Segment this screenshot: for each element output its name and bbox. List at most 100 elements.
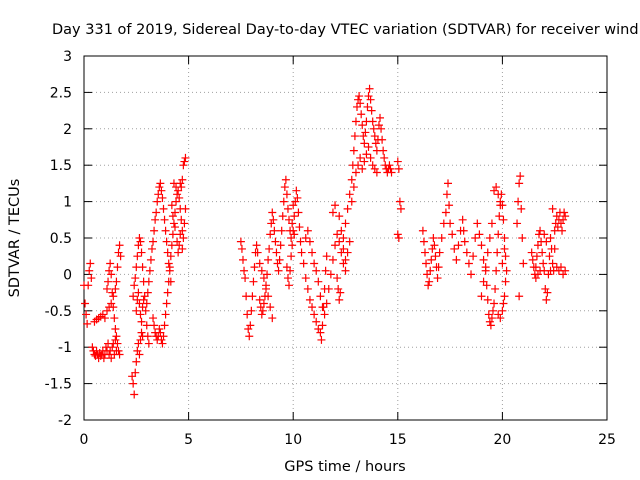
data-point <box>492 183 501 192</box>
data-point <box>477 241 486 250</box>
data-point <box>362 150 371 159</box>
data-point <box>490 299 499 308</box>
data-point <box>266 230 275 239</box>
data-point <box>155 325 164 333</box>
data-point <box>286 266 295 275</box>
data-point <box>531 263 540 272</box>
data-point <box>351 168 360 177</box>
data-point <box>380 153 389 162</box>
data-point <box>246 321 255 330</box>
data-point <box>295 223 304 232</box>
y-tick-label: 1.5 <box>50 158 72 174</box>
data-point <box>328 208 337 217</box>
data-point <box>347 197 356 206</box>
data-point <box>487 314 496 323</box>
data-point <box>550 244 559 253</box>
data-point <box>264 255 273 264</box>
data-point <box>113 339 122 348</box>
data-point <box>274 266 283 275</box>
data-point <box>169 219 178 228</box>
data-point <box>540 230 549 239</box>
data-point <box>363 102 372 111</box>
data-point <box>152 208 161 217</box>
data-point <box>419 237 428 246</box>
data-point <box>448 230 457 239</box>
data-point <box>268 314 277 323</box>
data-point <box>252 241 261 250</box>
data-point <box>176 230 185 239</box>
data-point <box>103 284 112 293</box>
data-point <box>539 259 548 268</box>
data-point <box>396 204 405 213</box>
data-point <box>260 292 269 301</box>
data-point <box>301 274 310 283</box>
data-point <box>481 263 490 272</box>
data-point <box>169 179 178 188</box>
data-point <box>240 266 249 275</box>
data-point <box>114 346 123 355</box>
data-point <box>328 255 337 264</box>
data-point <box>345 190 354 199</box>
data-point <box>129 379 138 388</box>
data-point <box>262 281 271 290</box>
data-point <box>178 244 187 253</box>
data-point <box>268 208 277 217</box>
data-point <box>282 190 291 199</box>
data-point <box>289 201 298 210</box>
data-point <box>418 226 427 235</box>
data-point <box>394 164 403 173</box>
data-point <box>83 319 92 328</box>
data-point <box>106 259 115 268</box>
data-point <box>112 332 121 341</box>
data-point <box>518 234 527 242</box>
y-tick-label: 3 <box>63 49 72 65</box>
y-tick-label: -1 <box>58 340 72 356</box>
data-point <box>513 219 522 228</box>
data-point <box>499 215 508 224</box>
data-point <box>156 179 165 188</box>
data-point <box>333 274 342 283</box>
data-point <box>336 288 345 297</box>
data-point <box>385 161 394 170</box>
data-point <box>496 314 505 323</box>
data-point <box>519 259 528 268</box>
data-point <box>299 259 308 268</box>
data-point <box>137 328 146 337</box>
data-point <box>253 248 262 257</box>
data-point <box>308 248 317 257</box>
data-point <box>556 263 565 272</box>
data-point <box>561 266 570 275</box>
data-point <box>500 244 509 253</box>
data-point <box>360 157 369 166</box>
data-point <box>483 248 492 257</box>
data-point <box>441 208 450 217</box>
data-point <box>142 299 151 308</box>
x-axis-label: GPS time / hours <box>284 459 405 475</box>
data-point <box>486 321 495 330</box>
data-point <box>317 335 326 344</box>
data-point <box>355 92 364 101</box>
grid-lines <box>84 56 607 420</box>
data-point <box>143 288 152 297</box>
data-point <box>500 234 509 242</box>
data-point <box>485 234 494 242</box>
y-axis-label: SDTVAR / TECUs <box>7 179 23 298</box>
data-point <box>236 237 245 246</box>
data-point <box>312 266 321 275</box>
chart-title: Day 331 of 2019, Sidereal Day-to-day VTE… <box>52 22 639 38</box>
data-point <box>165 263 174 272</box>
data-point <box>160 321 169 330</box>
data-point <box>378 135 387 144</box>
data-point <box>136 237 145 246</box>
data-point <box>279 197 288 206</box>
data-point <box>469 252 478 261</box>
data-point <box>499 299 508 308</box>
data-point <box>458 215 467 224</box>
data-point <box>343 204 352 213</box>
data-point <box>168 230 177 239</box>
data-point <box>143 332 152 341</box>
data-point <box>475 230 484 239</box>
data-point <box>131 368 140 377</box>
x-tick-label: 10 <box>284 432 302 448</box>
